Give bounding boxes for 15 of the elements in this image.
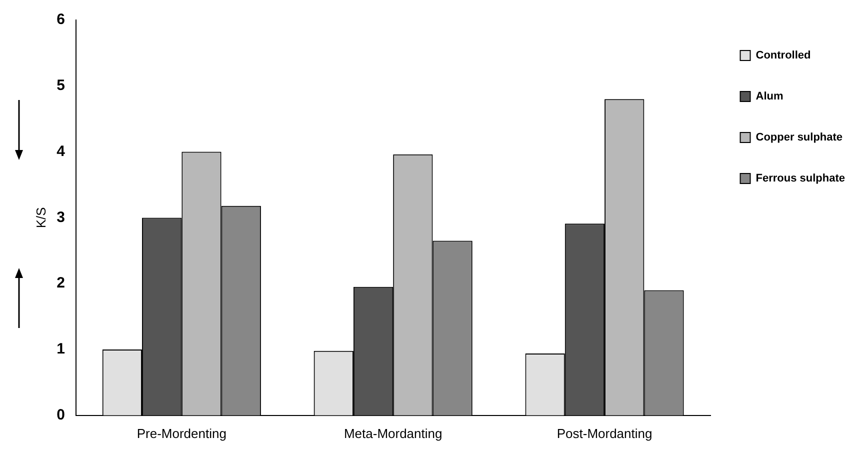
y-tick-label: 1 (56, 340, 65, 358)
y-tick-label: 4 (56, 142, 66, 160)
y-tick-label: 3 (56, 208, 65, 226)
x-tick-label: Pre-Mordenting (136, 426, 226, 441)
x-tick-label: Meta-Mordanting (344, 426, 442, 441)
y-axis-title: K/S (33, 206, 48, 228)
legend-label: Controlled (756, 50, 811, 62)
x-tick-label: Post-Mordanting (556, 426, 652, 441)
y-tick-label: 0 (56, 406, 65, 424)
y-tick-label: 2 (56, 274, 65, 292)
y-tick-label: 6 (56, 11, 65, 28)
legend-label: Ferrous sulphate (756, 172, 846, 185)
y-tick-label: 5 (56, 77, 65, 94)
legend-label: Copper sulphate (756, 132, 843, 144)
legend-label: Alum (756, 90, 784, 103)
